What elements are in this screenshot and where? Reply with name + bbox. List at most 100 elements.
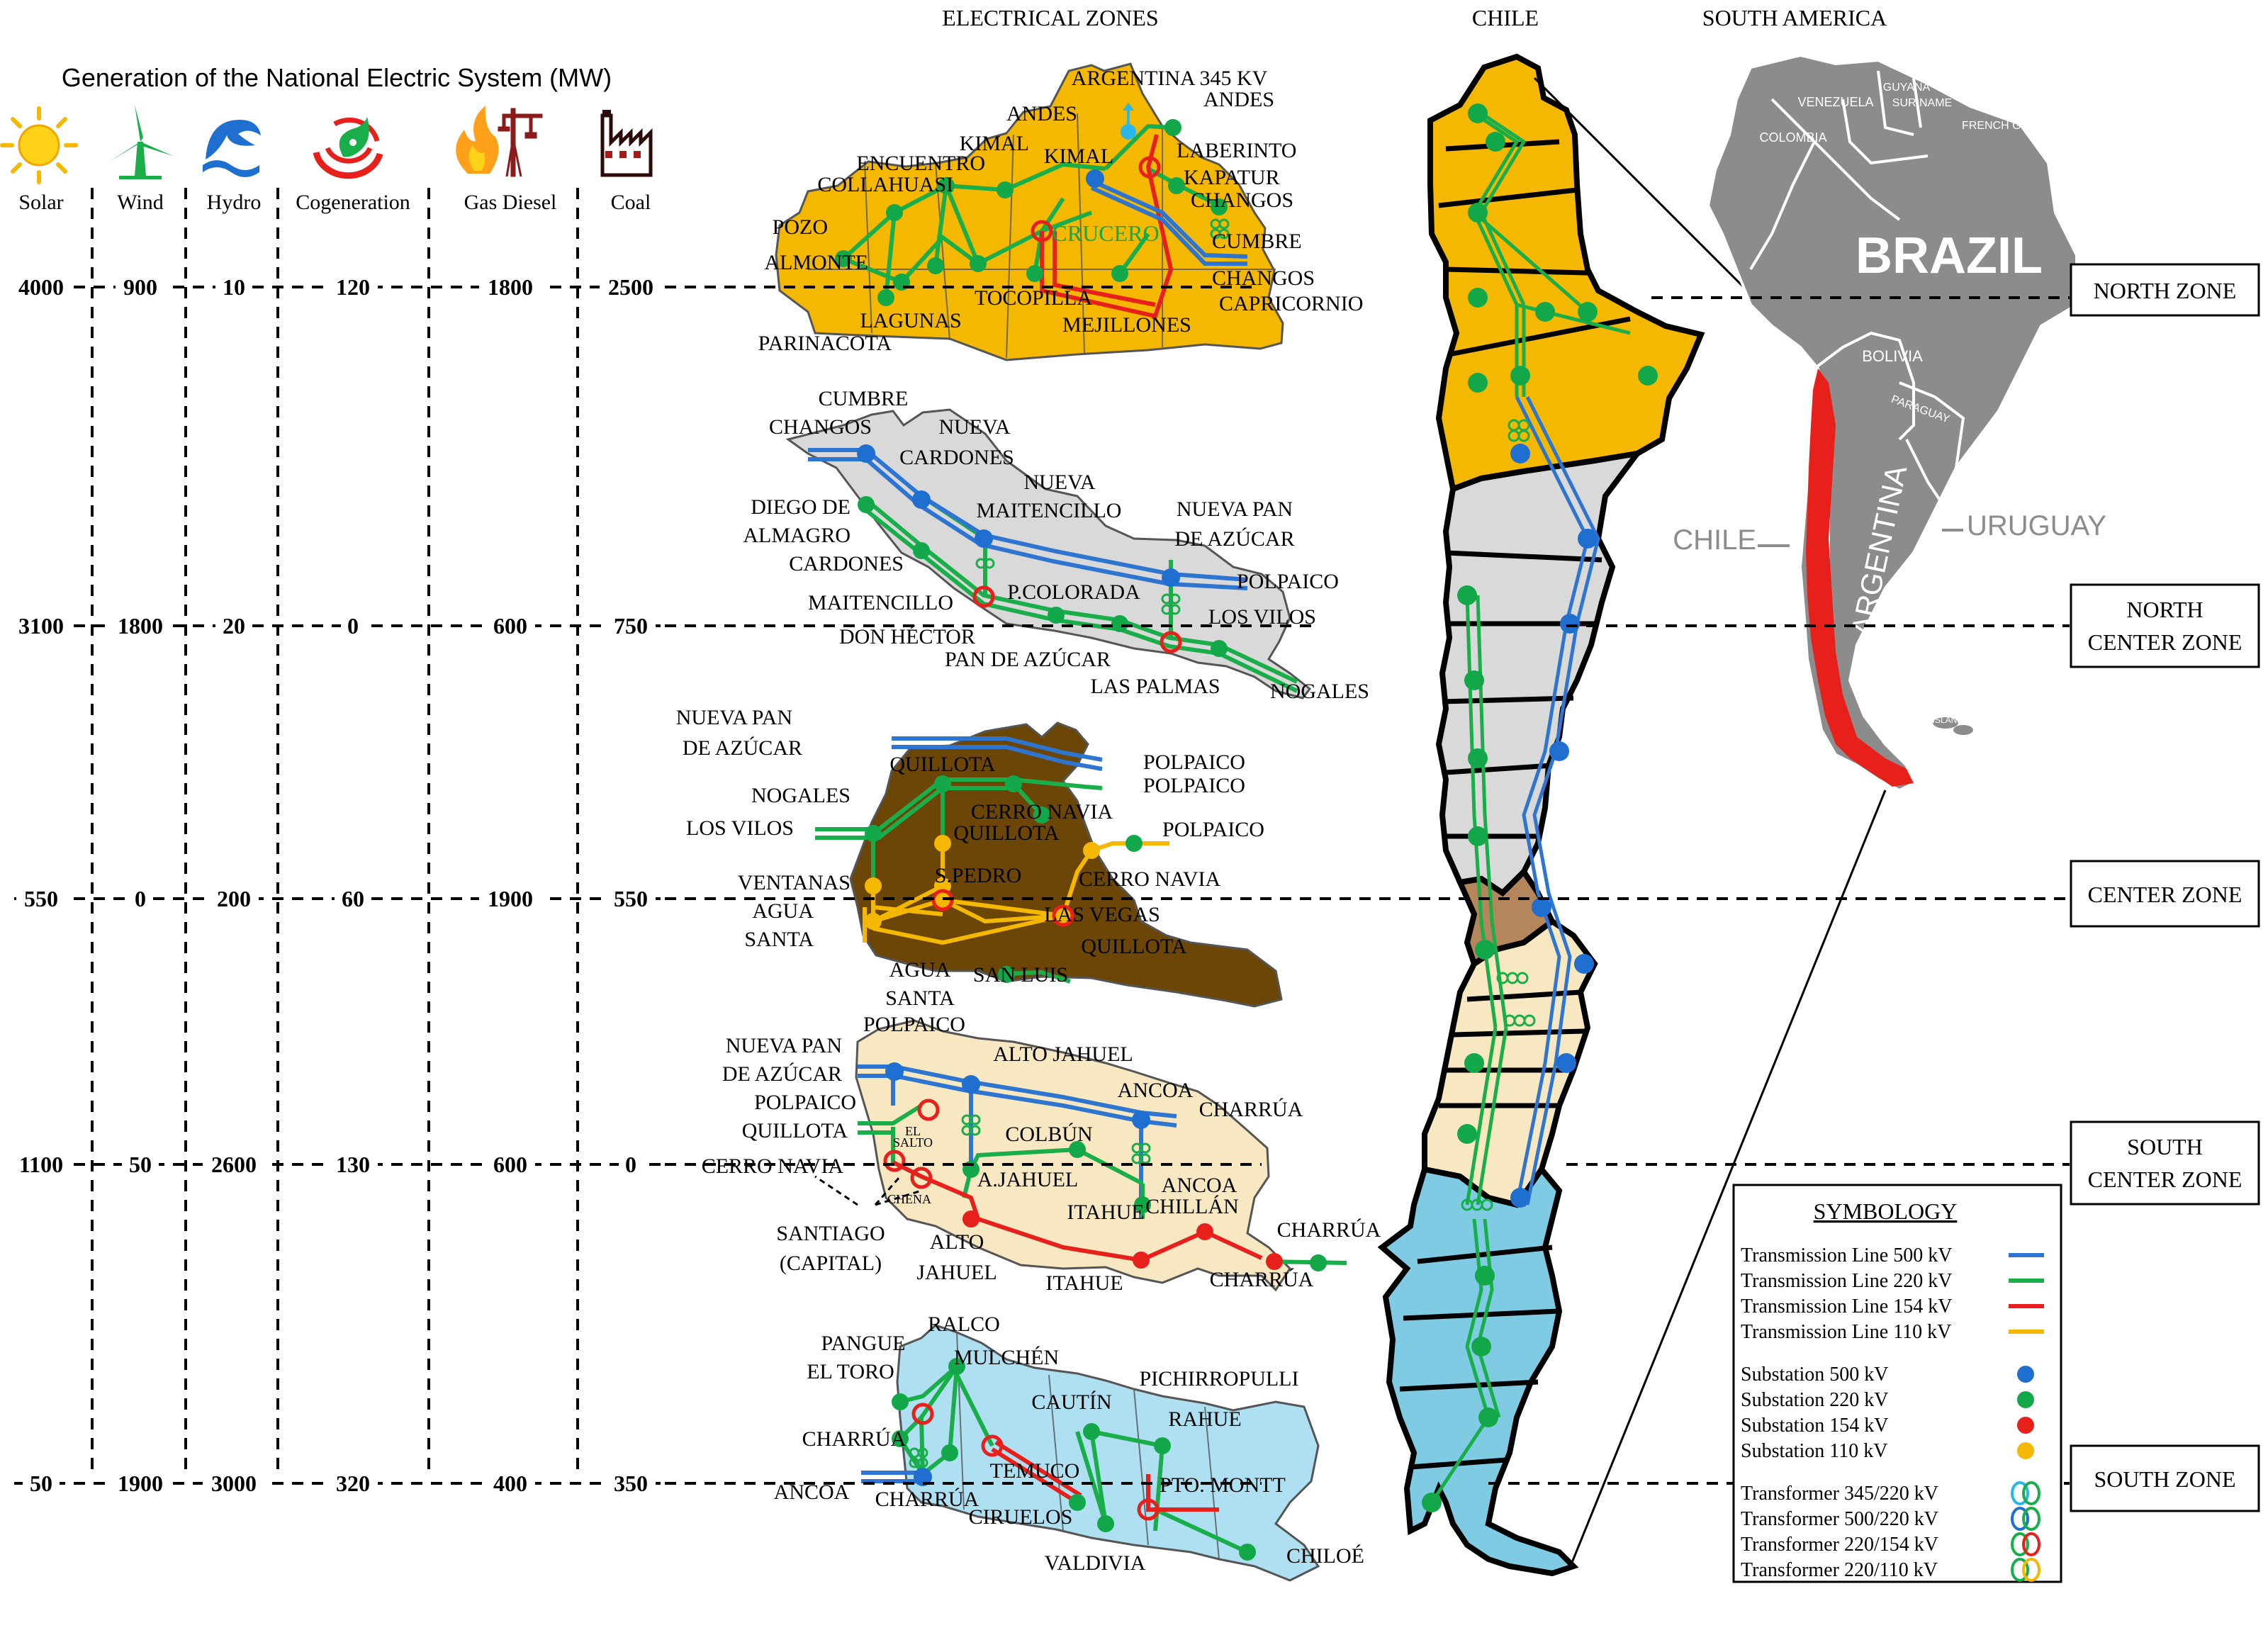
generation-value: 50 (129, 1152, 152, 1177)
legend-transformer-swatch (2022, 1507, 2040, 1531)
generation-table: Generation of the National Electric Syst… (0, 63, 665, 1499)
substation-label: KAPATUR (1184, 166, 1280, 189)
substation-label: ITAHUE (1045, 1271, 1123, 1295)
generation-row: 3100 1800 20 0 600 750 (10, 610, 665, 641)
capital-label: SANTIAGO (776, 1222, 885, 1245)
generation-row: 50 1900 3000 320 400 350 (14, 1468, 665, 1499)
substation-label: CHARRÚA (802, 1427, 906, 1451)
generation-value: 120 (336, 274, 370, 300)
legend-substation-swatch (2017, 1391, 2034, 1408)
substation-label: EL (905, 1124, 921, 1138)
legend-transformer-swatch (2011, 1558, 2029, 1582)
substation-label: CHARRÚA (875, 1488, 979, 1511)
legend-transformer-swatch (2011, 1532, 2029, 1556)
substation-label: CARDONES (789, 552, 904, 575)
substation-label: DIEGO DE (751, 495, 850, 519)
substation-label: ANDES (1006, 102, 1077, 125)
substation-label: ALTO (930, 1230, 984, 1254)
substation-label: CRUCERO (1052, 220, 1159, 246)
substation-label: CHARRÚA (1277, 1218, 1381, 1242)
zone-box (2070, 1120, 2260, 1206)
generation-value: 320 (336, 1471, 370, 1496)
substation-label: VALDIVIA (1045, 1551, 1146, 1575)
column-dividers (91, 188, 579, 1474)
substation-label: CERRO NAVIA (1079, 867, 1221, 891)
generation-value: 10 (223, 274, 245, 300)
generation-value: 550 (614, 886, 648, 911)
legend-line-label: Transmission Line 220 kV (1741, 1270, 1952, 1292)
south-center-zone-map: POLPAICO NUEVA PAN DE AZÚCAR ALTO JAHUEL ANC… (702, 1013, 1381, 1295)
legend-transformer-swatch (2022, 1481, 2040, 1505)
substation-label: ALMONTE (764, 251, 868, 274)
substation-label: LAS PALMAS (1090, 675, 1220, 698)
legend-transformer-swatch (2022, 1558, 2040, 1582)
chile-highlight (1806, 369, 1914, 787)
north-center-zone-map: CUMBRE CHANGOS NUEVA CARDONES NUEVA MAITENCIL… (743, 387, 1369, 703)
zone-boxes: NORTH ZONE NORTH CENTER ZONE CENTER ZONE SOU… (2070, 263, 2260, 1512)
substation-label: SANTA (885, 987, 955, 1010)
substation-label: POLPAICO (1237, 570, 1339, 593)
generation-value: 200 (217, 886, 251, 911)
substation-label: DON HÉCTOR (839, 625, 975, 648)
generation-value: 0 (347, 613, 359, 639)
zone-box (2070, 583, 2260, 668)
capital-label: (CAPITAL) (780, 1252, 882, 1275)
substation-label: AGUA (752, 899, 814, 923)
substation-label: MAITENCILLO (808, 591, 953, 614)
generation-value: 1900 (488, 886, 533, 911)
chile-map (1377, 53, 1705, 1577)
generation-value: 60 (342, 886, 364, 911)
substation-label: CARDONES (899, 446, 1014, 469)
legend-transformer-swatch (2022, 1532, 2040, 1556)
substation-label: PARINACOTA (758, 332, 892, 355)
substation-label: ANDES (1203, 88, 1274, 111)
substation-label: CHILOÉ (1286, 1544, 1364, 1568)
substation-label: P.COLORADA (1007, 580, 1140, 604)
generation-value: 2500 (608, 274, 653, 300)
substation-label: TEMUCO (990, 1459, 1080, 1483)
wave-icon (203, 120, 261, 177)
country-label-brazil: BRAZIL (1856, 227, 2043, 284)
zone-box (2070, 1444, 2260, 1512)
substation-label: MEJILLONES (1062, 313, 1191, 337)
generation-value: 2600 (211, 1152, 257, 1177)
country-label-french_guiana: FRENCH GUIANA (1962, 120, 2056, 132)
substation-label: CERRO NAVIA (702, 1154, 844, 1178)
country-label-bolivia: BOLIVIA (1862, 347, 1923, 365)
substation-label: SAN LUIS (973, 963, 1068, 987)
symbology-legend: SYMBOLOGY Transmission Line 500 kV Transm… (1732, 1184, 2062, 1583)
legend-substation-label: Substation 110 kV (1741, 1440, 1887, 1462)
substation-label: CAUTÍN (1031, 1390, 1111, 1414)
legend-line-label: Transmission Line 500 kV (1741, 1244, 1952, 1266)
legend-line-label: Transmission Line 154 kV (1741, 1296, 1952, 1317)
generation-value: 1100 (19, 1152, 63, 1177)
substation-label: CHENA (887, 1192, 931, 1206)
substation-label: KIMAL (960, 132, 1029, 155)
source-label-cogeneration: Cogeneration (296, 191, 410, 214)
zone-box (2070, 263, 2260, 317)
substation-label: NUEVA PAN (1177, 498, 1293, 521)
zone-box-label: SOUTH (2127, 1134, 2203, 1159)
substation-label: PTO. MONTT (1160, 1473, 1286, 1497)
substation-label: POZO (773, 215, 828, 239)
substation-label: COLLAHUASI (817, 173, 953, 196)
zone-box-label: CENTER ZONE (2088, 1167, 2242, 1192)
substation-label: MAITENCILLO (977, 499, 1122, 522)
generation-value: 900 (123, 274, 157, 300)
substation-label: PANGUE (821, 1332, 906, 1355)
source-labels: Solar Wind Hydro Cogeneration Gas Diesel Coal (18, 191, 651, 214)
substation-label: QUILLOTA (1081, 935, 1187, 958)
north-center-zone-region (785, 408, 1312, 699)
legend-substation-label: Substation 154 kV (1741, 1415, 1888, 1437)
substation-label: CIRUELOS (969, 1505, 1073, 1529)
legend-transformer-label: Transformer 220/154 kV (1741, 1534, 1938, 1556)
substation-label: QUILLOTA (742, 1119, 848, 1142)
substation-label: PAN DE AZÚCAR (945, 648, 1111, 671)
zone-box-label: CENTER ZONE (2088, 629, 2242, 655)
substation-label: NUEVA (938, 415, 1010, 439)
south-zone-region (896, 1324, 1320, 1582)
substation-label: CAPRICORNIO (1219, 292, 1363, 315)
